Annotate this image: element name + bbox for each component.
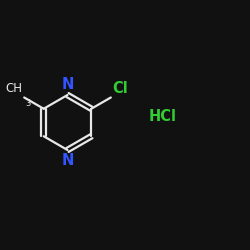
Text: N: N [61,77,74,92]
Text: CH: CH [5,82,22,96]
Text: 3: 3 [26,99,31,108]
Text: Cl: Cl [112,81,128,96]
Text: N: N [61,153,74,168]
Text: HCl: HCl [148,109,176,124]
